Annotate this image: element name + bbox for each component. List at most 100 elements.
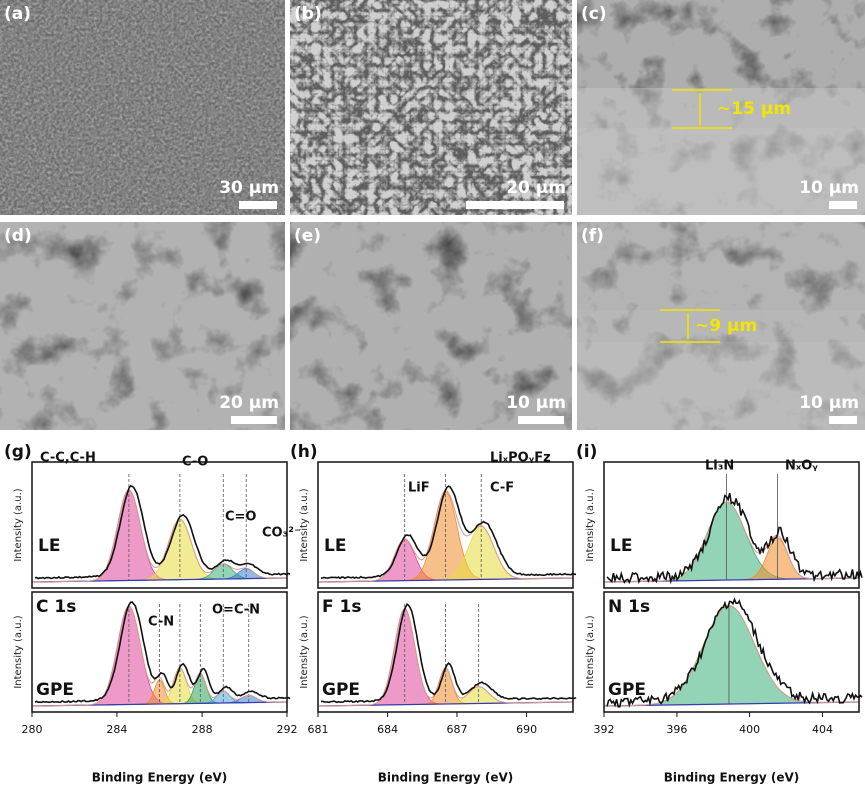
panel-label: (i) xyxy=(576,442,597,462)
peak-label: C=O xyxy=(225,510,256,525)
xps-panel: (h) Intensity (a.u.) Intensity (a.u.) LE F 1… xyxy=(290,442,577,785)
peak-label: CO₃²⁻ xyxy=(262,526,301,541)
xps-spectra: (g) Intensity (a.u.) Intensity (a.u.) LE C 1… xyxy=(4,442,863,785)
scale-bar xyxy=(239,201,277,209)
plot-frame xyxy=(317,591,574,713)
x-tick-label: 687 xyxy=(446,723,467,736)
peak-label: LiF xyxy=(408,481,430,496)
sem-texture xyxy=(290,0,572,215)
raw-spectrum xyxy=(606,492,863,585)
peak-label: C-N xyxy=(148,615,174,630)
sample-label: LE xyxy=(610,536,632,556)
y-axis-label: Intensity (a.u.) xyxy=(13,615,24,688)
peak-label: NₓOᵧ xyxy=(785,459,818,474)
sem-panel: (b) 20 μm xyxy=(290,0,572,215)
fit-peak xyxy=(603,501,860,583)
core-level: C 1s xyxy=(36,597,76,617)
panel-label: (a) xyxy=(4,4,31,24)
plot-frame xyxy=(317,461,574,589)
peak-label: C-C,C-H xyxy=(40,451,96,466)
sem-panel: (d) 20 μm xyxy=(0,222,285,430)
x-tick-label: 400 xyxy=(739,723,760,736)
peak-label: C-O xyxy=(182,455,208,470)
panel-label: (e) xyxy=(294,226,321,246)
peak-label: Li₃N xyxy=(705,459,734,474)
x-axis-label: Binding Energy (eV) xyxy=(92,771,228,785)
core-level: F 1s xyxy=(322,597,361,617)
sem-panel: (e) 10 μm xyxy=(290,222,572,430)
fit-envelope xyxy=(32,489,287,583)
sample-label: LE xyxy=(38,536,60,556)
panel-label: (b) xyxy=(294,4,322,24)
scale-bar xyxy=(466,201,564,209)
scale-label: 10 μm xyxy=(799,178,859,198)
x-tick-label: 684 xyxy=(377,723,398,736)
scale-label: 20 μm xyxy=(506,178,566,198)
sem-images: (a) 30 μm (b) 20 μm (c) 10 μm ~15 μm (d) 20 μm (e… xyxy=(0,0,865,430)
raw-spectrum xyxy=(606,597,863,708)
x-axis-label: Binding Energy (eV) xyxy=(378,771,514,785)
x-tick-label: 284 xyxy=(106,723,127,736)
peak-label: LiₓPOᵧFz xyxy=(490,451,551,466)
sem-texture xyxy=(290,222,572,430)
raw-spectrum xyxy=(34,601,291,704)
sample-label: LE xyxy=(324,536,346,556)
fit-envelope xyxy=(604,605,859,707)
x-tick-label: 280 xyxy=(22,723,43,736)
x-tick-label: 396 xyxy=(666,723,687,736)
scale-label: 20 μm xyxy=(219,393,279,413)
fit-envelope xyxy=(32,605,287,707)
x-tick-label: 292 xyxy=(277,723,298,736)
panel-label: (h) xyxy=(290,442,318,462)
scale-bar xyxy=(829,416,857,424)
plot-frame xyxy=(31,591,288,713)
sem-panel: (f) 10 μm ~9 μm xyxy=(577,222,865,430)
scale-bar xyxy=(829,201,857,209)
thickness-label: ~15 μm xyxy=(717,99,791,119)
xps-panel: (i) Intensity (a.u.) Intensity (a.u.) LE N 1… xyxy=(576,442,863,785)
sample-label: GPE xyxy=(322,680,360,700)
sem-texture xyxy=(0,0,285,215)
panel-label: (g) xyxy=(4,442,32,462)
panel-label: (c) xyxy=(581,4,607,24)
x-tick-label: 690 xyxy=(516,723,537,736)
x-tick-label: 404 xyxy=(812,723,833,736)
plot-frame xyxy=(603,461,860,589)
sem-texture xyxy=(577,222,865,430)
x-tick-label: 681 xyxy=(308,723,329,736)
sem-texture xyxy=(0,222,285,430)
fit-envelope xyxy=(604,501,859,583)
sem-panel: (c) 10 μm ~15 μm xyxy=(577,0,865,215)
raw-spectrum xyxy=(320,485,576,580)
xps-panel: (g) Intensity (a.u.) Intensity (a.u.) LE C 1… xyxy=(4,442,301,785)
y-axis-label: Intensity (a.u.) xyxy=(13,488,24,561)
panel-label: (f) xyxy=(581,226,604,246)
panel-label: (d) xyxy=(4,226,32,246)
sample-label: GPE xyxy=(608,680,646,700)
y-axis-label: Intensity (a.u.) xyxy=(585,488,596,561)
x-tick-label: 288 xyxy=(192,723,213,736)
raw-spectrum xyxy=(320,603,577,704)
scale-label: 30 μm xyxy=(219,178,279,198)
scale-label: 10 μm xyxy=(799,393,859,413)
peak-label: O=C-N xyxy=(212,603,260,618)
y-axis-label: Intensity (a.u.) xyxy=(585,615,596,688)
x-axis-label: Binding Energy (eV) xyxy=(664,771,800,785)
x-tick-label: 392 xyxy=(594,723,615,736)
thickness-label: ~9 μm xyxy=(695,316,757,336)
scale-bar xyxy=(518,416,564,424)
y-axis-label: Intensity (a.u.) xyxy=(299,488,310,561)
y-axis-label: Intensity (a.u.) xyxy=(299,615,310,688)
peak-label: C-F xyxy=(490,481,514,496)
sem-texture xyxy=(577,0,865,215)
core-level: N 1s xyxy=(608,597,650,617)
scale-bar xyxy=(231,416,277,424)
plot-frame xyxy=(31,461,288,589)
raw-spectrum xyxy=(34,484,291,580)
sample-label: GPE xyxy=(36,680,74,700)
plot-frame xyxy=(603,591,860,713)
scale-label: 10 μm xyxy=(506,393,566,413)
sem-panel: (a) 30 μm xyxy=(0,0,285,215)
